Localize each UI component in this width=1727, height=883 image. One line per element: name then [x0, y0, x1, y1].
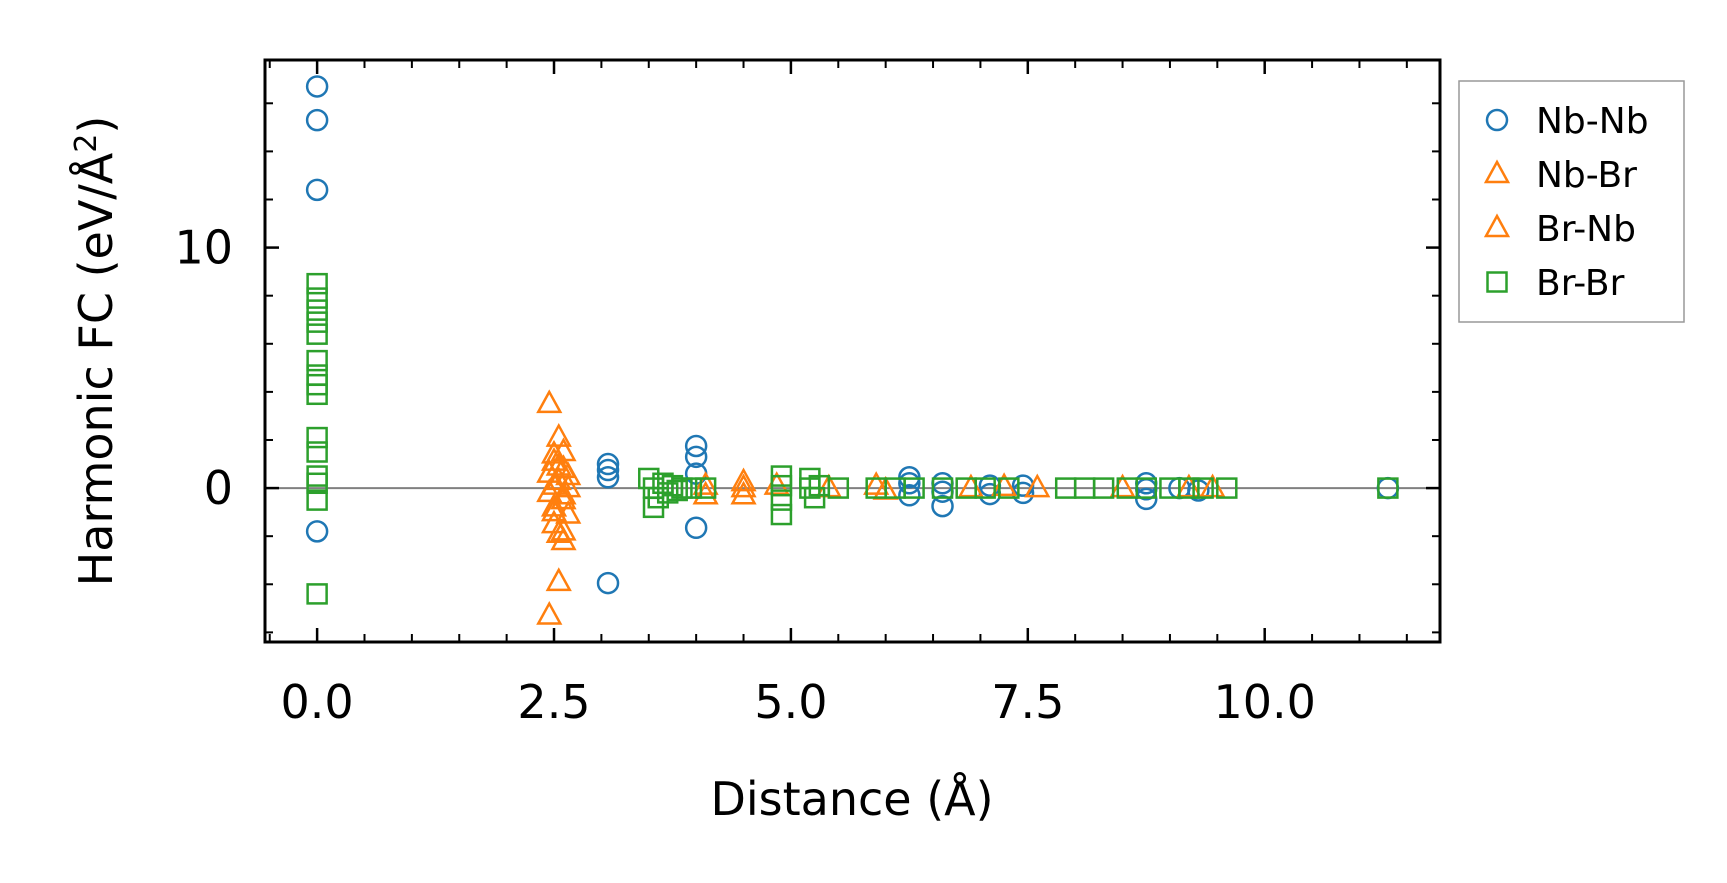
data-point-nb-nb [684, 445, 708, 469]
data-point-nb-br [730, 467, 757, 492]
data-point-nb-br [545, 567, 572, 592]
data-point-br-nb [550, 480, 577, 505]
data-point-br-br [974, 477, 996, 499]
legend-marker-nb-br [1483, 159, 1511, 184]
data-point-br-br [306, 441, 328, 463]
data-point-br-br [306, 299, 328, 321]
legend-label-nb-br: Nb-Br [1536, 155, 1637, 196]
data-point-nb-br [536, 389, 563, 414]
data-point-br-br [306, 349, 328, 372]
data-point-nb-br [550, 485, 577, 510]
legend-marker-nb-nb [1485, 108, 1509, 132]
data-point-br-br [306, 287, 328, 309]
plot-frame [263, 58, 1442, 644]
data-point-nb-nb [596, 458, 620, 482]
y-axis-title: Harmonic FC (eV/Å2) [69, 116, 123, 587]
data-point-br-br [1092, 477, 1115, 499]
data-point-br-nb [730, 473, 757, 498]
y-tick-label: 0 [204, 461, 233, 515]
data-point-br-br [306, 323, 328, 345]
data-point-br-br [1135, 477, 1157, 499]
data-point-br-br [1377, 477, 1399, 499]
x-axis-title: Distance (Å) [710, 772, 993, 826]
data-point-nb-br [540, 492, 568, 517]
data-point-nb-nb [1135, 487, 1158, 511]
data-point-nb-nb [684, 516, 708, 540]
data-point-br-br [903, 477, 925, 499]
data-point-nb-br [536, 600, 563, 625]
data-point-nb-br [730, 480, 757, 505]
data-point-br-nb [540, 497, 568, 522]
legend-label-br-nb: Br-Nb [1536, 209, 1636, 250]
data-point-nb-nb [596, 452, 620, 476]
legend-label-nb-nb: Nb-Nb [1536, 101, 1649, 142]
data-point-br-br [827, 477, 850, 499]
data-point-br-br [694, 477, 717, 499]
data-point-nb-nb [305, 520, 329, 543]
data-point-nb-br [545, 422, 572, 447]
data-point-br-br [1192, 477, 1214, 499]
data-point-br-nb [550, 516, 577, 541]
data-point-br-br [770, 503, 793, 526]
x-tick-label: 10.0 [1213, 675, 1315, 729]
y-tick-label: 10 [174, 221, 233, 275]
y-axis-title-close: ) [69, 116, 123, 134]
legend-marker-br-br [1486, 271, 1508, 293]
data-point-br-br [803, 486, 826, 509]
legend-marker-br-nb [1483, 213, 1511, 238]
data-point-br-br [306, 383, 328, 406]
legend-items: Nb-Nb Nb-Br Br-Nb Br-Br [1483, 101, 1649, 304]
data-point-br-br [306, 311, 328, 333]
data-point-nb-nb [684, 434, 708, 458]
data-point-br-br [1178, 477, 1200, 499]
data-point-br-br [680, 477, 703, 499]
data-point-br-br [666, 479, 688, 502]
legend-label-br-br: Br-Br [1536, 263, 1625, 304]
data-point-br-br [770, 474, 793, 497]
chart-marks-layer [265, 75, 1440, 625]
chart-ticks-layer: 0.0 2.5 5.0 7.5 10.0 0 10 [174, 60, 1440, 729]
legend-frame [1458, 80, 1685, 323]
x-tick-label: 5.0 [754, 675, 827, 729]
y-axis-title-main: Harmonic FC (eV/Å [69, 152, 123, 586]
data-point-br-br [642, 496, 665, 519]
x-tick-label: 0.0 [281, 675, 354, 729]
data-point-br-nb [1024, 473, 1051, 498]
data-point-br-br [306, 489, 328, 511]
data-point-nb-nb [305, 75, 329, 98]
data-point-nb-br [555, 499, 582, 524]
data-point-br-br [931, 477, 954, 499]
data-point-nb-nb [931, 494, 954, 518]
data-point-nb-nb [596, 571, 620, 595]
data-point-br-nb [545, 451, 572, 476]
x-tick-label: 7.5 [991, 675, 1064, 729]
data-point-nb-nb [305, 108, 329, 132]
data-point-br-br [306, 272, 328, 295]
data-point-br-nb [555, 461, 582, 486]
data-point-nb-nb [596, 466, 620, 489]
data-point-nb-nb [898, 472, 921, 495]
data-point-br-br [306, 465, 328, 487]
data-point-nb-nb [898, 466, 921, 489]
data-point-br-br [306, 426, 328, 449]
data-point-nb-br [545, 466, 572, 491]
x-tick-label: 2.5 [517, 675, 590, 729]
data-point-br-br [770, 489, 793, 511]
data-point-br-br [306, 472, 328, 495]
data-point-br-nb [540, 471, 568, 495]
data-point-br-br [1216, 477, 1238, 499]
data-point-br-br [306, 583, 328, 605]
data-point-nb-nb [305, 178, 329, 202]
legend: Nb-Nb Nb-Br Br-Nb Br-Br [1458, 80, 1685, 323]
data-point-br-br [998, 477, 1020, 499]
data-point-nb-nb [898, 484, 921, 507]
y-axis-title-superscript: 2 [69, 134, 104, 153]
